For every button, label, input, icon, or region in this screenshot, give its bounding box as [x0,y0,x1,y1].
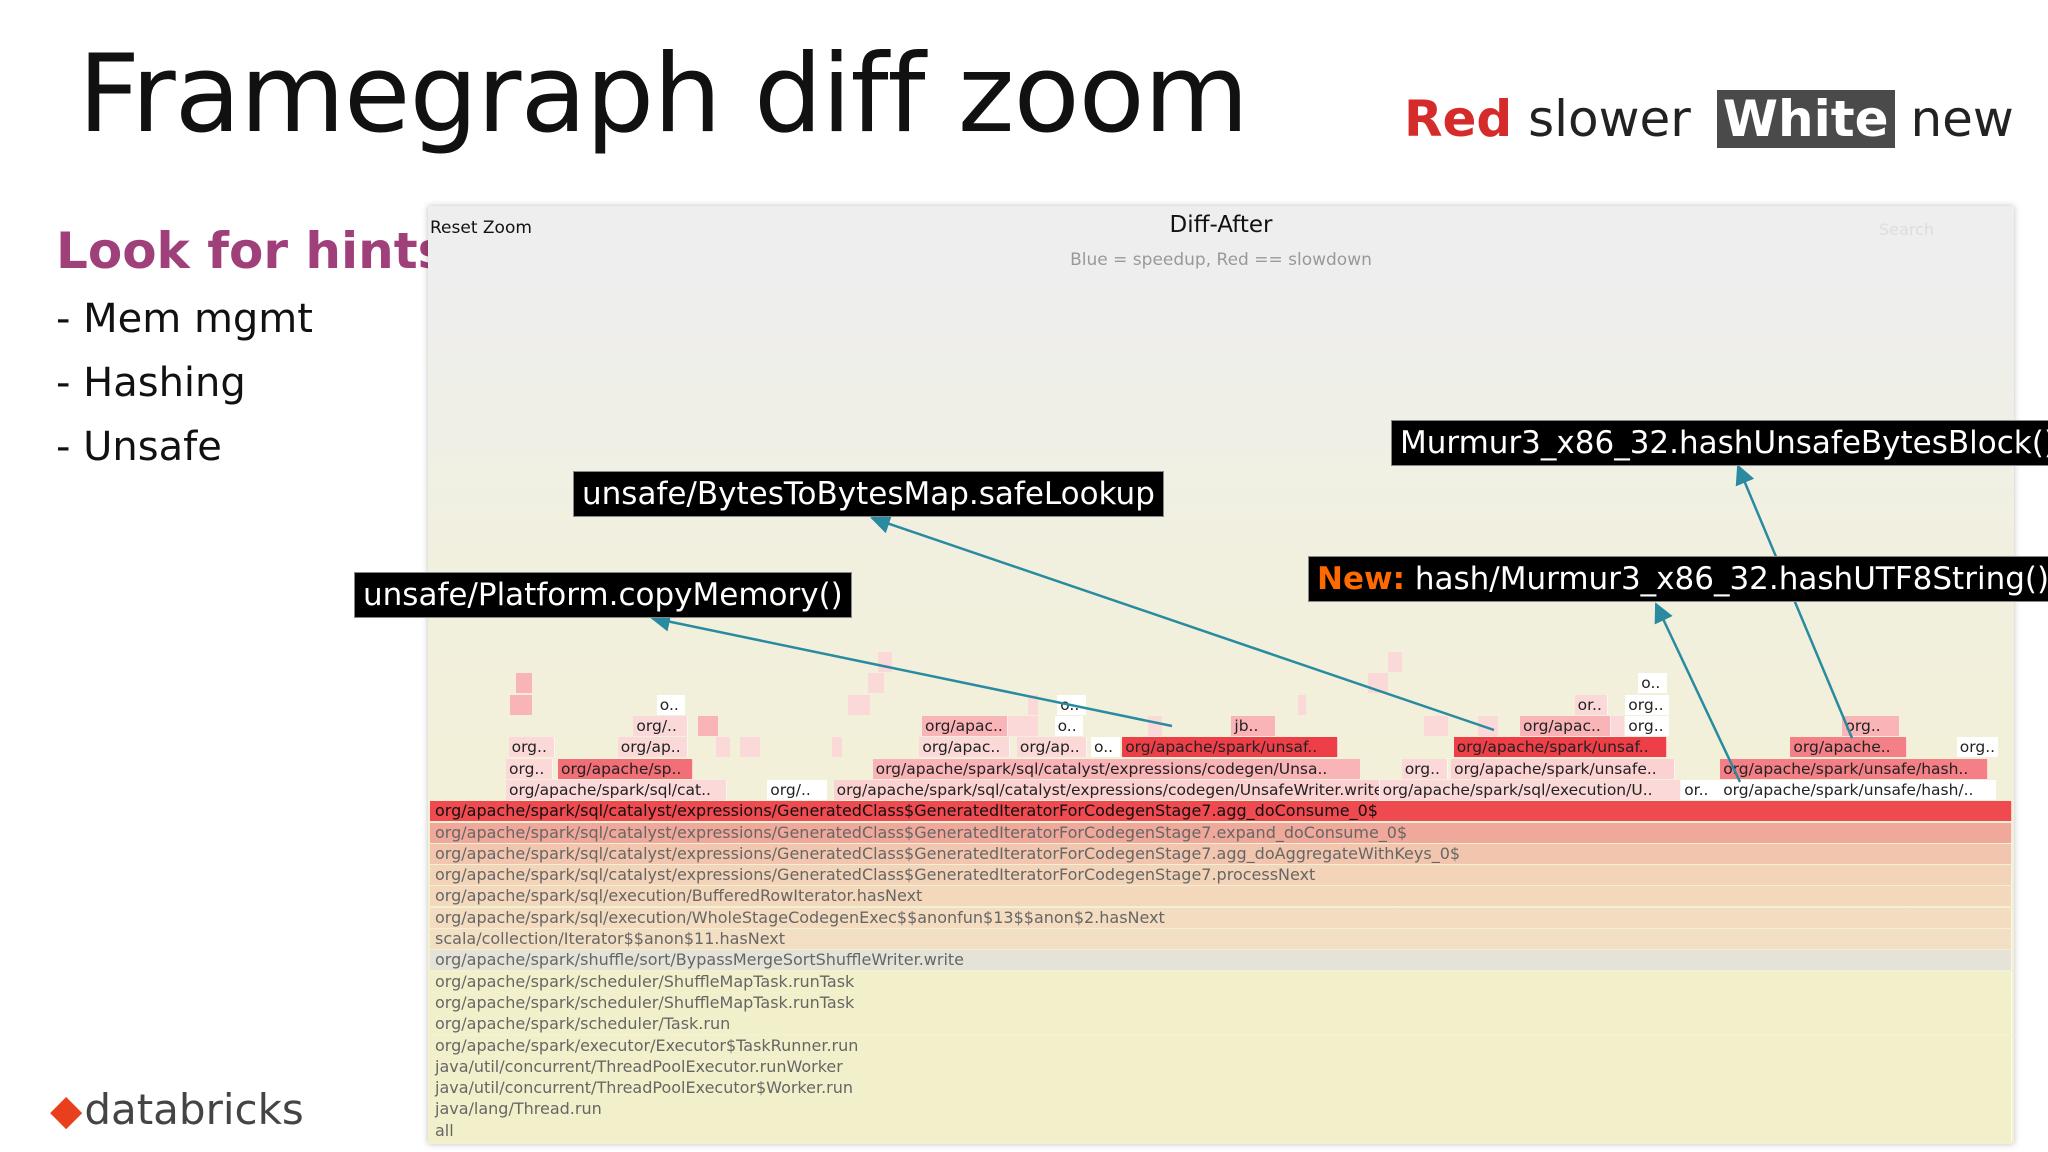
stack-frame[interactable]: org/apache/spark/unsaf.. [1122,737,1338,758]
stack-frame[interactable]: org.. [1401,758,1449,779]
stack-frame[interactable]: or.. [1574,694,1609,715]
minor-frame[interactable] [1478,716,1498,736]
legend-white-text: new [1894,90,2014,148]
minor-frame[interactable] [1148,716,1162,736]
minor-frame[interactable] [510,694,532,715]
stack-frame[interactable]: org.. [1956,737,1999,758]
new-label: New: [1317,561,1406,597]
callout-safe-lookup: unsafe/BytesToBytesMap.safeLookup [573,471,1164,517]
hint-item: - Unsafe [56,424,222,470]
stack-frame[interactable]: jb.. [1231,716,1276,736]
stack-frame[interactable]: java/lang/Thread.run [430,1099,2012,1120]
minor-frame[interactable] [716,737,730,758]
stack-frame[interactable]: org/apache/spark/sql/catalyst/expression… [833,779,1380,800]
stack-frame[interactable]: org.. [1625,694,1670,715]
flamegraph-panel: Reset Zoom Diff-After Blue = speedup, Re… [428,206,2014,1144]
stack-frame[interactable]: java/util/concurrent/ThreadPoolExecutor$… [430,1078,2012,1099]
stack-frame[interactable]: org/ap.. [1016,737,1088,758]
hint-item: - Mem mgmt [56,296,313,342]
stack-frame[interactable]: org/apache/spark/sql/execution/U.. [1379,779,1682,800]
stack-frame[interactable]: org/apache/spark/scheduler/ShuffleMapTas… [430,971,2012,992]
stack-frame[interactable]: all [430,1120,2012,1141]
logo-text: databricks [84,1085,304,1134]
stack-frame[interactable]: org/apache/spark/unsafe.. [1451,758,1675,779]
stack-frame[interactable]: org/apache/spark/shuffle/sort/BypassMerg… [430,950,2012,971]
stack-frame[interactable]: org/apache/spark/sql/cat.. [506,779,727,800]
stack-frame[interactable]: org/apache/spark/unsafe/hash/.. [1720,779,1996,800]
stack-frame[interactable]: org/apache/spark/sql/catalyst/expression… [430,843,2012,864]
minor-frame[interactable] [1008,716,1038,736]
minor-frame[interactable] [868,673,884,694]
stack-frame[interactable]: o.. [1091,737,1120,758]
stack-frame[interactable]: org/.. [633,716,688,736]
stack-frame[interactable]: org/apache/spark/sql/catalyst/expression… [872,758,1362,779]
legend-red-text: slower [1512,90,1691,148]
minor-frame[interactable] [1368,673,1388,694]
hint-item: - Hashing [56,360,246,406]
flamegraph-subtitle: Blue = speedup, Red == slowdown [1070,250,1372,270]
stack-frame[interactable]: o.. [1057,694,1086,715]
stack-frame[interactable]: scala/collection/Iterator$$anon$11.hasNe… [430,929,2012,949]
stack-frame[interactable]: java/util/concurrent/ThreadPoolExecutor.… [430,1056,2012,1077]
callout-hash-bytes-block: Murmur3_x86_32.hashUnsafeBytesBlock() [1391,420,2048,466]
minor-frame[interactable] [1388,652,1402,673]
stack-frame[interactable]: org.. [508,737,556,758]
stack-frame[interactable]: org/apac.. [1520,716,1611,736]
stack-frame[interactable]: org/apache/spark/sql/catalyst/expression… [430,801,2012,822]
search-button[interactable]: Search [1879,220,1934,239]
stack-frame[interactable]: org/.. [767,779,828,800]
stack-frame[interactable]: org/apache/spark/sql/execution/BufferedR… [430,886,2012,907]
minor-frame[interactable] [1424,716,1448,736]
databricks-logo: ◆databricks [50,1085,304,1134]
stack-frame[interactable]: org/apache/spark/sql/execution/WholeStag… [430,907,2012,928]
stack-frame[interactable]: org/apache/spark/unsaf.. [1453,737,1667,758]
stack-frame[interactable]: org.. [1625,716,1670,736]
stack-frame[interactable]: org/apache/spark/sql/catalyst/expression… [430,822,2012,843]
databricks-logo-icon: ◆ [50,1085,83,1134]
color-legend: Red slower White new [1404,86,2014,152]
stack-frame[interactable]: org/apache/spark/sql/catalyst/expression… [430,865,2012,886]
flamegraph-title: Diff-After [1169,212,1273,238]
minor-frame[interactable] [1028,694,1038,715]
stack-frame[interactable]: org/apache/spark/executor/Executor$TaskR… [430,1035,2012,1056]
minor-frame[interactable] [740,737,760,758]
slide-title: Framegraph diff zoom [78,32,1249,157]
legend-white-word: White [1716,90,1895,148]
stack-frame[interactable]: o.. [656,694,686,715]
hints-title: Look for hints: [56,222,468,280]
minor-frame[interactable] [848,694,870,715]
stack-frame[interactable]: o.. [1054,716,1084,736]
minor-frame[interactable] [1298,694,1306,715]
stack-frame[interactable]: org.. [506,758,553,779]
legend-red-word: Red [1404,90,1513,148]
minor-frame[interactable] [698,716,718,736]
stack-frame[interactable]: org/apache.. [1790,737,1908,758]
stack-frame[interactable]: org/apache/sp.. [558,758,694,779]
minor-frame[interactable] [832,737,842,758]
callout-hash-utf8: New: hash/Murmur3_x86_32.hashUTF8String(… [1308,556,2048,602]
stack-frame[interactable]: org/apache/spark/scheduler/ShuffleMapTas… [430,992,2012,1013]
stack-frame[interactable]: org/apache/spark/scheduler/Task.run [430,1014,2012,1035]
stack-frame[interactable]: org/ap.. [617,737,688,758]
stack-frame[interactable]: org/apache/spark/unsafe/hash.. [1720,758,1988,779]
callout-hash-utf8-text: hash/Murmur3_x86_32.hashUTF8String() [1405,561,2048,597]
stack-frame[interactable]: org.. [1842,716,1900,736]
stack-frame[interactable]: or.. [1681,779,1721,800]
minor-frame[interactable] [516,673,532,694]
reset-zoom-button[interactable]: Reset Zoom [430,218,532,238]
minor-frame[interactable] [1608,716,1624,736]
minor-frame[interactable] [878,652,892,673]
stack-frame[interactable]: o.. [1638,673,1667,694]
stack-frame[interactable]: org/apac.. [922,716,1008,736]
callout-copy-memory: unsafe/Platform.copyMemory() [354,572,852,618]
stack-frame[interactable]: org/apac.. [919,737,1011,758]
